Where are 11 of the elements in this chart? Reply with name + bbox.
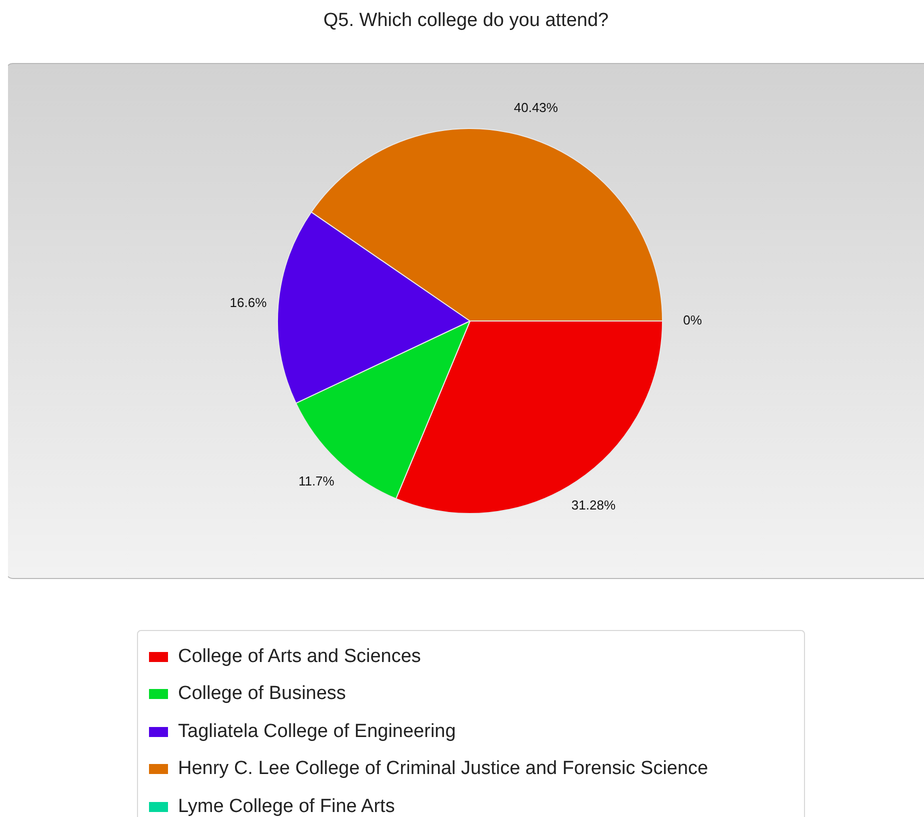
legend-label: Tagliatela College of Engineering xyxy=(178,720,456,743)
legend-label: Henry C. Lee College of Criminal Justice and Forensic Science xyxy=(178,758,708,780)
data-label: 16.6% xyxy=(230,294,268,310)
data-label: 11.7% xyxy=(298,474,335,489)
legend-label: Lyme College of Fine Arts xyxy=(178,796,395,817)
data-label: 40.43% xyxy=(514,100,558,116)
legend-label: College of Arts and Sciences xyxy=(178,646,421,668)
chart-title: Q5. Which college do you attend? xyxy=(322,10,610,32)
text: 0% xyxy=(683,312,702,328)
legend-label: College of Business xyxy=(178,683,346,706)
data-label: 31.28% xyxy=(571,498,616,513)
